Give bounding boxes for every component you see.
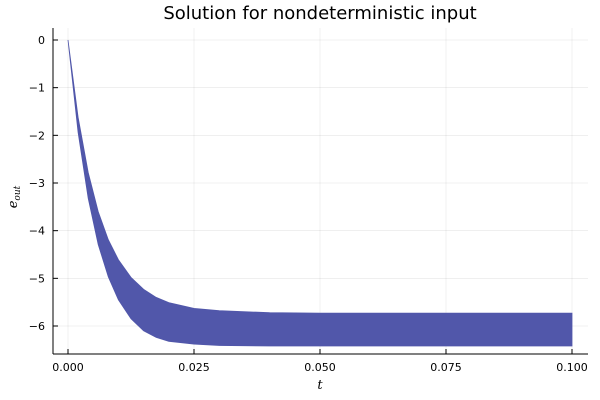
y-axis-label-main: e — [6, 200, 21, 208]
x-tick-label: 0.075 — [430, 361, 462, 374]
y-tick-label: −2 — [29, 129, 45, 142]
svg-text:eout: eout — [6, 185, 23, 208]
solution-band — [67, 39, 573, 347]
x-tick-label: 0.050 — [304, 361, 336, 374]
y-tick-label: −1 — [29, 82, 45, 95]
y-tick-label: 0 — [38, 34, 45, 47]
y-axis-label: eout — [6, 185, 23, 208]
chart-title: Solution for nondeterministic input — [163, 3, 476, 24]
x-tick-label: 0.000 — [52, 361, 84, 374]
y-axis-label-sub: out — [13, 185, 23, 200]
x-tick-label: 0.100 — [556, 361, 588, 374]
x-axis-label: t — [317, 378, 323, 393]
y-tick-label: −6 — [29, 320, 45, 333]
x-axis-ticks: 0.000 0.025 0.050 0.075 0.100 — [52, 349, 588, 374]
x-tick-label: 0.025 — [178, 361, 210, 374]
y-tick-label: −4 — [29, 225, 45, 238]
y-tick-label: −5 — [29, 272, 45, 285]
y-tick-label: −3 — [29, 177, 45, 190]
y-axis-ticks: 0 −1 −2 −3 −4 −5 −6 — [29, 34, 58, 333]
